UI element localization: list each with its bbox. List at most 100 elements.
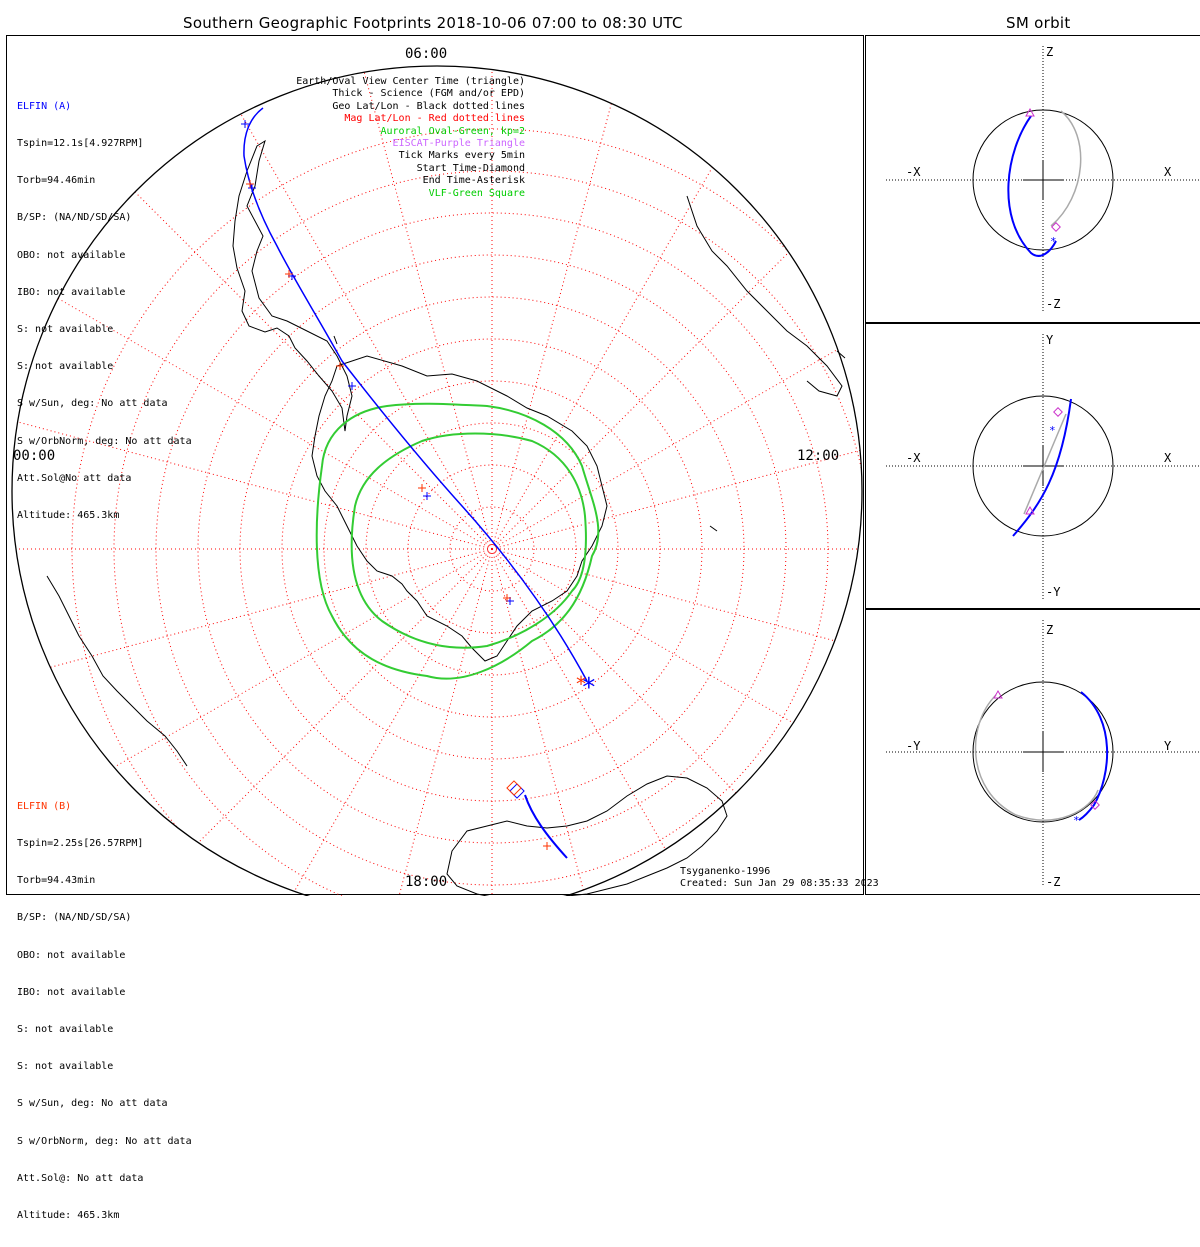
track-layer: ** <box>241 107 597 859</box>
axis-label-left: -X <box>906 451 921 465</box>
mag-lon-line <box>491 98 753 550</box>
mag-grid <box>12 66 862 896</box>
elfin-b-line: B/SP: (NA/ND/SD/SA) <box>17 912 132 924</box>
elfin-a-line: B/SP: (NA/ND/SD/SA) <box>17 212 132 224</box>
axis-label-right: Y <box>1164 739 1172 753</box>
sm-orbit-xy-panel: * -X X Y -Y <box>865 323 1200 609</box>
elfin-b-line: S w/Sun, deg: No att data <box>17 1098 168 1110</box>
start-diamond <box>1053 407 1063 417</box>
mag-lon-line <box>12 413 493 550</box>
elfin-b-line: OBO: not available <box>17 949 126 961</box>
axis-label-bottom: -Y <box>1046 585 1061 599</box>
mag-lon-line <box>231 548 493 896</box>
created-timestamp: Created: Sun Jan 29 08:35:33 2023 <box>680 878 879 889</box>
earth-limb <box>11 65 863 896</box>
mag-lat-circle <box>449 506 535 592</box>
mag-lon-line <box>491 288 862 550</box>
elfin-a-footprint-track-lower <box>524 794 568 859</box>
track-tick-mark <box>246 180 254 188</box>
sm-orbit-xy-svg: * -X X Y -Y <box>886 333 1200 599</box>
track-tick-mark <box>348 382 356 390</box>
south-america-east-coast <box>686 195 843 397</box>
south-america-coast <box>232 139 353 432</box>
elfin-b-line: Altitude: 465.3km <box>17 1210 120 1222</box>
sm-orbit-title: SM orbit <box>1006 14 1071 32</box>
mag-lon-line <box>491 548 862 685</box>
mlt-label-right: 12:00 <box>797 448 839 464</box>
elfin-b-line: S w/OrbNorm, deg: No att data <box>17 1135 192 1147</box>
axis-label-left: -X <box>906 165 921 179</box>
elfin-a-line: Att.Sol@No att data <box>17 472 132 484</box>
orbit-a-path <box>1007 115 1057 257</box>
sm-orbit-xz-svg: * -X X Z -Z <box>886 45 1200 311</box>
track-tick-mark <box>503 594 511 602</box>
elfin-a-line: Altitude: 465.3km <box>17 510 120 522</box>
mag-lon-line <box>491 66 628 550</box>
elfin-b-name: ELFIN (B) <box>17 800 72 812</box>
elfin-a-info: ELFIN (A) Tspin=12.1s[4.927RPM] Torb=94.… <box>17 76 192 547</box>
mag-lat-circle <box>281 338 703 760</box>
track-tick-mark <box>543 842 551 850</box>
legend-item: End Time-Asterisk <box>422 175 525 187</box>
island-marks <box>333 335 846 532</box>
earth-circle <box>972 109 1114 251</box>
track-tick-mark <box>418 484 426 492</box>
legend-item: EISCAT-Purple Triangle <box>392 138 525 150</box>
elfin-b-line: IBO: not available <box>17 986 126 998</box>
view-triangle <box>1025 505 1035 515</box>
africa-coast <box>446 775 728 896</box>
earth-circle <box>972 395 1114 537</box>
auroral-oval <box>315 402 600 680</box>
mag-lon-line <box>123 180 493 550</box>
legend-item: Start Time-Diamond <box>416 162 525 174</box>
orbit-a-path <box>1012 398 1072 537</box>
track-tick-mark <box>241 120 249 128</box>
elfin-b-end-asterisk: * <box>575 672 587 696</box>
mag-lon-line <box>356 66 493 550</box>
australia-coast <box>46 575 188 767</box>
orbit-a-path <box>1078 691 1108 821</box>
elfin-a-line: S w/OrbNorm, deg: No att data <box>17 435 192 447</box>
mag-lon-line <box>356 548 493 896</box>
legend-item: VLF-Green Square <box>428 187 525 199</box>
polar-map-panel: * * 06:00 00:00 12:00 18:00 ELFIN (A) Tsp… <box>6 35 864 1221</box>
elfin-a-line: IBO: not available <box>17 286 126 298</box>
track-tick-mark <box>248 184 256 192</box>
track-tick-mark <box>285 270 293 278</box>
view-triangle <box>1025 107 1035 117</box>
elfin-a-name: ELFIN (A) <box>17 100 72 112</box>
auroral-oval-inner <box>350 432 587 649</box>
start-diamond <box>509 783 525 799</box>
mag-lon-line <box>123 548 493 896</box>
elfin-a-line: Torb=94.46min <box>17 175 96 187</box>
antarctica-coast <box>311 355 608 662</box>
elfin-a-line: OBO: not available <box>17 249 126 261</box>
sm-orbit-yz-panel: * -Y Y Z -Z <box>865 609 1200 895</box>
orbit-b-path <box>1023 413 1067 515</box>
legend-item: Geo Lat/Lon - Black dotted lines <box>332 100 525 112</box>
axis-label-top: Z <box>1046 45 1053 59</box>
elfin-a-end-asterisk: * <box>581 673 597 703</box>
legend-item: Mag Lat/Lon - Red dotted lines <box>344 113 525 125</box>
elfin-b-info: ELFIN (B) Tspin=2.25s[26.57RPM] Torb=94.… <box>17 776 192 1247</box>
start-diamond <box>506 780 522 796</box>
orbit-b-path <box>974 694 1099 821</box>
mlt-label-left: 00:00 <box>13 448 55 464</box>
elfin-b-line: Torb=94.43min <box>17 875 96 887</box>
end-asterisk: * <box>1050 235 1057 248</box>
mag-lon-line <box>491 548 753 896</box>
axis-label-right: X <box>1164 451 1172 465</box>
axis-label-bottom: -Z <box>1046 875 1060 889</box>
page-title: Southern Geographic Footprints 2018-10-0… <box>183 14 683 32</box>
mag-lon-line <box>491 548 862 810</box>
legend-item: Auroral Oval-Green, kp=2 <box>380 125 526 137</box>
earth-circle <box>972 681 1114 823</box>
elfin-b-line: S: not available <box>17 1024 114 1036</box>
mag-lat-circle <box>113 170 862 896</box>
elfin-a-footprint-track <box>243 107 588 682</box>
elfin-b-line: S: not available <box>17 1061 114 1073</box>
elfin-a-line: Tspin=12.1s[4.927RPM] <box>17 138 144 150</box>
mag-lat-circle <box>365 422 619 676</box>
elfin-b-line: Att.Sol@: No att data <box>17 1172 144 1184</box>
model-credit: Tsyganenko-1996 <box>680 866 771 877</box>
